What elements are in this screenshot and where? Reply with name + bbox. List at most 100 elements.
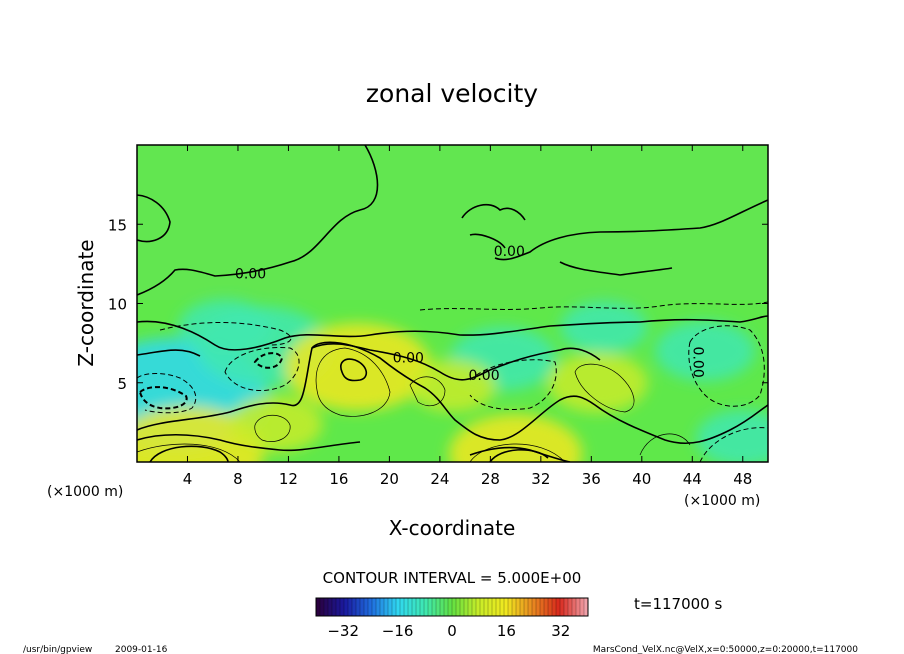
colorbar-tick-label: 32: [551, 622, 570, 640]
field-negative-4: [654, 320, 756, 382]
x-tick-label: 24: [430, 470, 449, 488]
contour-positive-bottom-b: [489, 448, 549, 462]
x-tick-label: 36: [582, 470, 601, 488]
x-tick-label: 32: [531, 470, 550, 488]
colorbar: [315, 598, 589, 616]
field-positive-9: [449, 414, 583, 462]
contour-pos-bottom-left: [137, 443, 241, 462]
x-axis-label: X-coordinate: [389, 516, 516, 540]
colorbar-swatch: [508, 598, 513, 616]
field-positive-10: [547, 352, 648, 413]
x-tick-label: 16: [329, 470, 348, 488]
colorbar-swatch: [372, 598, 377, 616]
contour-pos-5-24: [409, 376, 446, 407]
contour-interval: CONTOUR INTERVAL = 5.000E+00: [323, 569, 582, 587]
colorbar-swatch: [340, 598, 345, 616]
colorbar-swatch: [460, 598, 465, 616]
colorbar-swatch: [536, 598, 541, 616]
colorbar-swatch: [540, 598, 545, 616]
x-tick-label: 28: [481, 470, 500, 488]
colorbar-swatch: [416, 598, 421, 616]
colorbar-swatch: [328, 598, 333, 616]
contour-labels: 0.00 0.00 0.00 0.00 0.00: [235, 244, 706, 384]
colorbar-swatch: [316, 598, 321, 616]
colorbar-swatch: [456, 598, 461, 616]
colorbar-tick-label: −16: [382, 622, 414, 640]
field-positive-11: [229, 395, 323, 453]
x-tick-label: 44: [683, 470, 702, 488]
colorbar-swatch: [408, 598, 413, 616]
negative-contours: [137, 301, 768, 462]
footer-source: MarsCond_VelX.nc@VelX,x=0:50000,z=0:2000…: [593, 645, 858, 654]
y-tick-label: 10: [108, 296, 127, 314]
colorbar-swatch: [532, 598, 537, 616]
colorbar-frame: [315, 597, 589, 617]
colorbar-swatch: [380, 598, 385, 616]
colorbar-swatch: [368, 598, 373, 616]
contour-neg-mid: [469, 359, 557, 410]
colorbar-swatch: [548, 598, 553, 616]
colorbar-swatch: [520, 598, 525, 616]
colorbar-swatch: [356, 598, 361, 616]
x-unit-label: (×1000 m): [684, 493, 760, 509]
colorbar-swatch: [400, 598, 405, 616]
contour-label: 0.00: [494, 244, 525, 260]
contour-zero-bottom: [137, 341, 768, 444]
colorbar-swatch: [516, 598, 521, 616]
contour-neg-right: [688, 325, 765, 407]
colorbar-swatch: [476, 598, 481, 616]
contour-neg-8-outer: [224, 346, 300, 392]
colorbar-swatch: [512, 598, 517, 616]
colorbar-swatch: [404, 598, 409, 616]
upper-field: [137, 145, 768, 300]
colorbar-swatch: [388, 598, 393, 616]
colorbar-swatch: [424, 598, 429, 616]
colorbar-swatch: [552, 598, 557, 616]
colorbar-swatch: [480, 598, 485, 616]
x-tick-label: 8: [233, 470, 243, 488]
colorbar-swatch: [392, 598, 397, 616]
x-tick-label: 4: [183, 470, 193, 488]
contour-pos-5-10: [254, 414, 291, 442]
contour-pos-bottom-right: [639, 433, 691, 456]
contour-label: 0.00: [690, 347, 706, 378]
contour-zero-top: [137, 145, 379, 296]
colorbar-swatch: [484, 598, 489, 616]
colorbar-ticks: −32 −16 0 16 32: [327, 622, 570, 640]
x-tick-label: 12: [279, 470, 298, 488]
x-tick-label: 40: [632, 470, 651, 488]
x-tick-label: 48: [733, 470, 752, 488]
field-negative-5: [695, 410, 768, 462]
colorbar-tick-label: −32: [327, 622, 359, 640]
colorbar-swatch: [556, 598, 561, 616]
contour-zero-lower: [137, 315, 768, 351]
colorbar-swatch: [492, 598, 497, 616]
contour-positive-core: [340, 358, 368, 382]
colorbar-swatch: [488, 598, 493, 616]
y-axis: 5 10 15: [108, 216, 768, 393]
footer-program: /usr/bin/gpview: [23, 645, 92, 654]
contour-pos-5-16: [315, 347, 391, 417]
colorbar-swatch: [412, 598, 417, 616]
colorbar-swatch: [568, 598, 573, 616]
colorbar-swatch: [544, 598, 549, 616]
contour-pos-bottom-mid: [469, 443, 566, 462]
colorbar-swatch: [344, 598, 349, 616]
contour-pos-5-36: [574, 363, 635, 413]
colorbar-swatch: [420, 598, 425, 616]
contour-neg-corner: [699, 427, 768, 462]
colorbar-swatch: [524, 598, 529, 616]
contour-neg-upper-band: [419, 301, 768, 311]
colorbar-swatch: [396, 598, 401, 616]
colorbar-swatch: [528, 598, 533, 616]
colorbar-swatch: [560, 598, 565, 616]
colorbar-swatch: [580, 598, 585, 616]
y-unit-label: (×1000 m): [47, 484, 123, 500]
contour-neg-left: [137, 373, 197, 414]
colorbar-tick-label: 16: [497, 622, 516, 640]
contour-label: 0.00: [468, 368, 499, 384]
contour-label: 0.00: [393, 350, 424, 366]
footer-date: 2009-01-16: [115, 645, 168, 654]
colorbar-swatch: [324, 598, 329, 616]
